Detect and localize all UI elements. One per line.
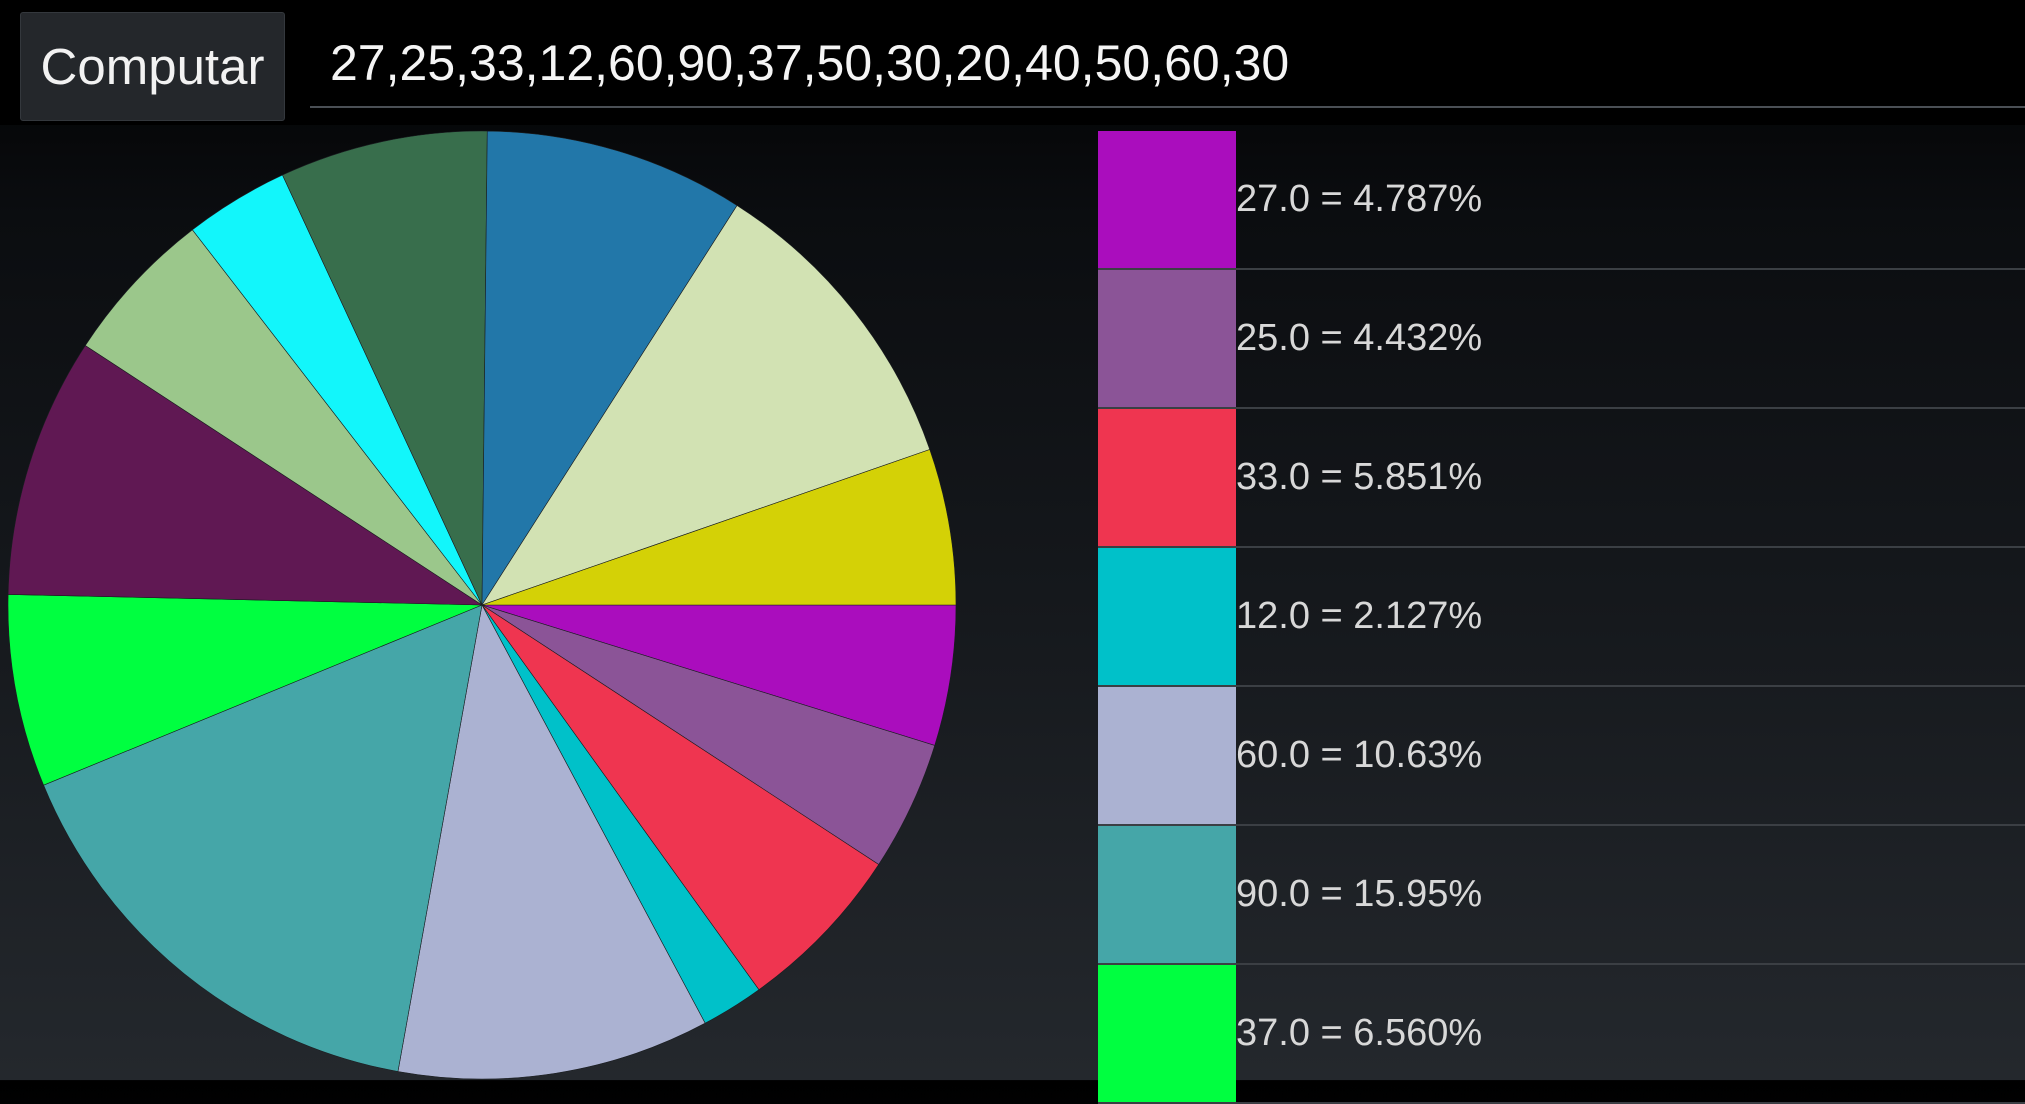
legend-row: 27.0 = 4.787% <box>1098 131 2025 270</box>
pie-slice-5 <box>397 604 706 1080</box>
legend-row: 25.0 = 4.432% <box>1098 270 2025 409</box>
legend-label: 33.0 = 5.851% <box>1236 456 1483 498</box>
legend-row: 33.0 = 5.851% <box>1098 409 2025 548</box>
legend-label: 25.0 = 4.432% <box>1236 317 1483 359</box>
legend-swatch <box>1098 409 1236 546</box>
top-bar: Computar <box>0 0 2025 125</box>
legend-label: 90.0 = 15.95% <box>1236 873 1483 915</box>
legend-row: 90.0 = 15.95% <box>1098 826 2025 965</box>
legend-label: 37.0 = 6.560% <box>1236 1012 1483 1054</box>
legend-label: 27.0 = 4.787% <box>1236 178 1483 220</box>
legend-label: 12.0 = 2.127% <box>1236 595 1483 637</box>
pie-chart <box>7 130 957 1080</box>
pie-slice-11 <box>282 130 488 606</box>
legend: 27.0 = 4.787% 25.0 = 4.432% 33.0 = 5.851% 1… <box>1098 131 2025 1104</box>
legend-swatch <box>1098 548 1236 685</box>
pie-slice-12 <box>481 130 738 607</box>
pie-slice-3 <box>481 604 880 991</box>
compute-button[interactable]: Computar <box>20 12 285 121</box>
values-input[interactable] <box>310 20 2025 108</box>
pie-slice-6 <box>43 604 483 1072</box>
pie-slice-8 <box>7 345 484 606</box>
legend-swatch <box>1098 687 1236 824</box>
legend-row: 60.0 = 10.63% <box>1098 687 2025 826</box>
pie-slice-9 <box>84 229 483 606</box>
legend-row: 12.0 = 2.127% <box>1098 548 2025 687</box>
legend-swatch <box>1098 826 1236 963</box>
pie-slice-7 <box>7 594 483 786</box>
legend-swatch <box>1098 965 1236 1102</box>
legend-label: 60.0 = 10.63% <box>1236 734 1483 776</box>
legend-swatch <box>1098 270 1236 407</box>
pie-slice-14 <box>481 449 957 606</box>
legend-row: 37.0 = 6.560% <box>1098 965 2025 1104</box>
pie-slice-13 <box>481 205 931 606</box>
legend-swatch <box>1098 131 1236 268</box>
